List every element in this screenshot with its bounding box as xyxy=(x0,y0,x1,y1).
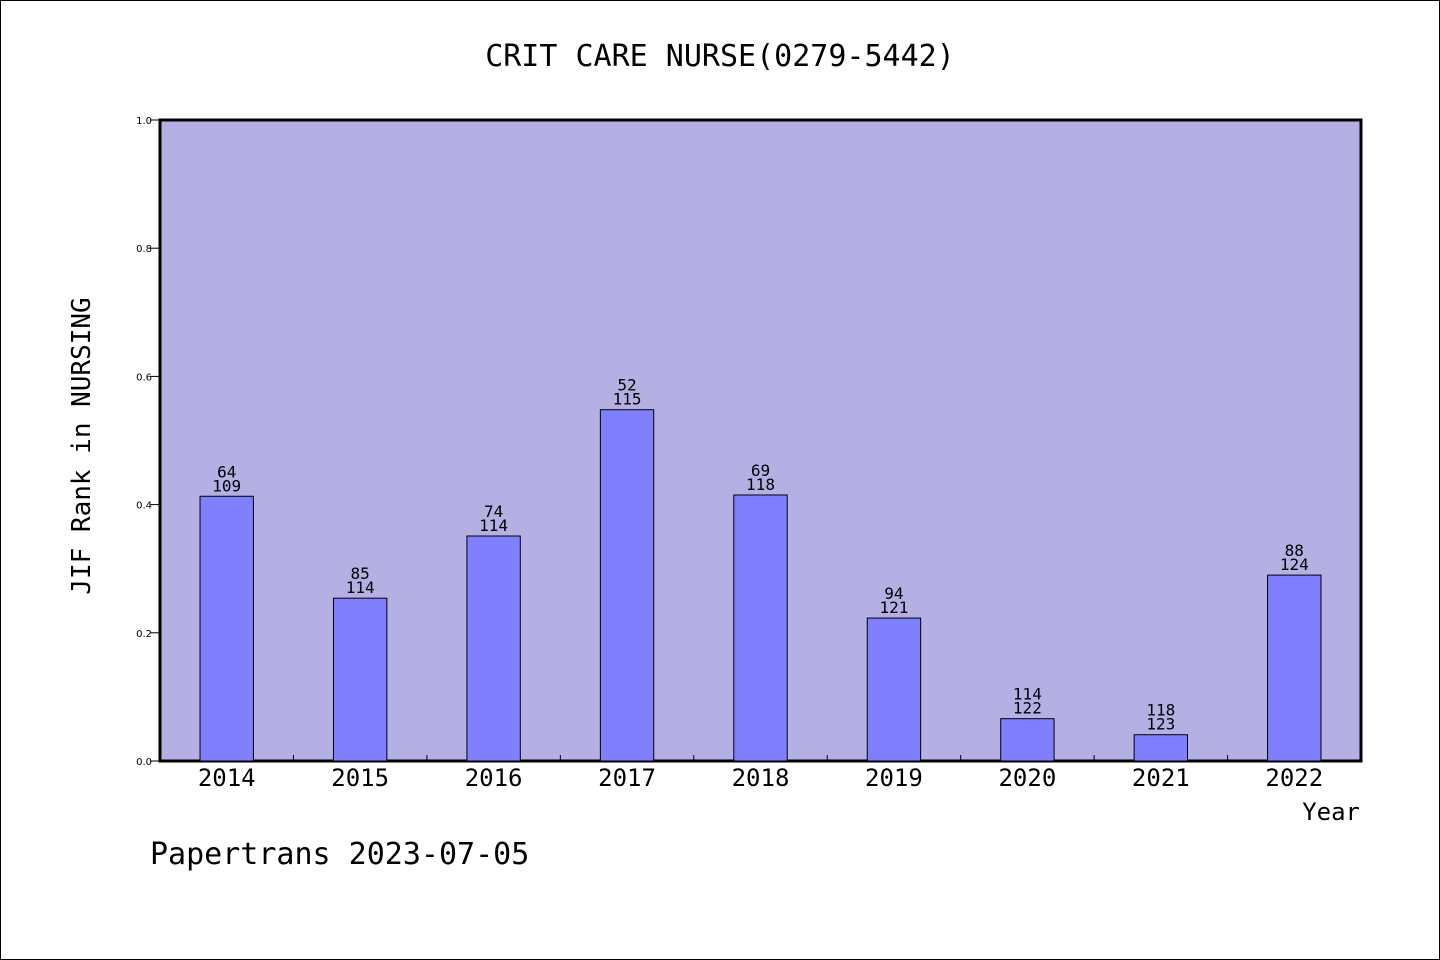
bar-label-total: 122 xyxy=(1013,699,1042,718)
bar-2016 xyxy=(466,535,521,762)
bar-label-total: 114 xyxy=(346,578,375,597)
y-tick-label: 0.2 xyxy=(136,629,152,640)
bar-label-rank: 114 xyxy=(1013,685,1042,704)
bar-label-total: 123 xyxy=(1146,715,1175,734)
y-axis: 0.0 0.2 0.4 0.6 0.8 1.0 xyxy=(136,116,160,768)
bar-label-rank: 64 xyxy=(217,462,236,481)
y-tick-label: 0.4 xyxy=(136,501,152,512)
y-axis-label: JIF Rank in NURSING xyxy=(67,297,97,594)
y-tick-label: 0.8 xyxy=(136,244,152,255)
bar-label-rank: 85 xyxy=(351,564,370,583)
x-tick-label: 2018 xyxy=(732,764,790,792)
bar-label-total: 109 xyxy=(212,476,241,495)
x-tick-label: 2021 xyxy=(1132,764,1190,792)
bar-label-total: 115 xyxy=(613,390,642,409)
x-axis-label: Year xyxy=(1302,798,1360,826)
bar-label-rank: 52 xyxy=(617,376,636,395)
y-tick-label: 0.6 xyxy=(136,372,152,383)
bar-label-total: 114 xyxy=(479,516,508,535)
bar-label-rank: 88 xyxy=(1285,541,1304,560)
bar-label-total: 121 xyxy=(879,598,908,617)
x-tick-label: 2020 xyxy=(998,764,1056,792)
bar-label-rank: 74 xyxy=(484,502,503,521)
bar-2019 xyxy=(866,617,922,762)
bar-label-rank: 118 xyxy=(1146,701,1175,720)
x-tick-label: 2015 xyxy=(331,764,389,792)
bar-2021 xyxy=(1133,734,1189,762)
chart-title: CRIT CARE NURSE(0279-5442) xyxy=(485,39,955,74)
bar-label-total: 118 xyxy=(746,475,775,494)
bar-2017 xyxy=(599,409,655,762)
x-tick-label: 2014 xyxy=(198,764,256,792)
x-tick-label: 2016 xyxy=(465,764,523,792)
y-tick-label: 0.0 xyxy=(136,757,152,768)
bar-label-rank: 69 xyxy=(751,461,770,480)
bar-2014 xyxy=(199,495,254,762)
x-tick-label: 2022 xyxy=(1265,764,1323,792)
bar-2022 xyxy=(1267,574,1322,762)
x-tick-label: 2017 xyxy=(598,764,656,792)
x-tick-label: 2019 xyxy=(865,764,923,792)
bar-label-total: 124 xyxy=(1280,555,1309,574)
bar-label-rank: 94 xyxy=(884,584,903,603)
bar-2020 xyxy=(1000,718,1055,762)
bars xyxy=(199,409,1322,762)
bar-2015 xyxy=(332,597,388,762)
bar-2018 xyxy=(733,494,788,762)
x-axis: 2014 2015 2016 2017 2018 2019 2020 2021 2022 xyxy=(198,755,1323,792)
y-tick-label: 1.0 xyxy=(136,116,152,127)
footer-credit: Papertrans 2023-07-05 xyxy=(150,837,529,872)
